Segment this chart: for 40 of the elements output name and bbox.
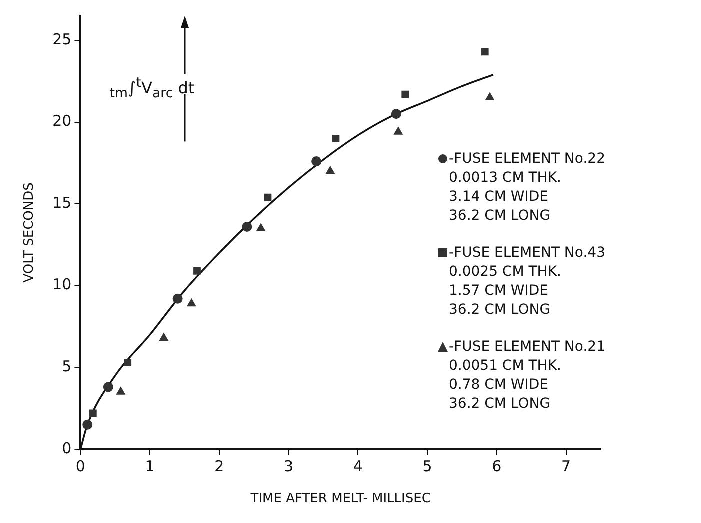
x-tick-label: 2 xyxy=(214,457,224,476)
point xyxy=(312,156,322,167)
point xyxy=(124,359,132,366)
point xyxy=(264,194,272,202)
legend-label: -FUSE ELEMENT No.22 0.0013 CM THK. 3.14 CM WIDE 36.2 CM LONG xyxy=(449,150,606,226)
x-tick-label: 6 xyxy=(492,457,502,476)
point xyxy=(187,298,196,307)
y-tick-label: 25 xyxy=(52,30,72,48)
x-tick-label: 1 xyxy=(145,457,155,476)
x-tick-label: 5 xyxy=(422,457,432,476)
point xyxy=(103,382,114,392)
y-tick-label: 20 xyxy=(52,112,72,130)
point xyxy=(394,127,403,135)
x-axis-title: TIME AFTER MELT- MILLISEC xyxy=(250,492,431,507)
point xyxy=(326,166,335,174)
point xyxy=(172,294,183,304)
point xyxy=(89,410,97,418)
y-tick-label: 10 xyxy=(52,276,72,294)
point xyxy=(82,420,93,430)
y-axis-title: VOLT SECONDS xyxy=(22,182,38,283)
y-tick-label: 5 xyxy=(62,358,72,376)
point xyxy=(332,134,340,142)
point xyxy=(256,224,266,232)
y-tick-label: 0 xyxy=(62,439,72,458)
legend-label: -FUSE ELEMENT No.21 0.0051 CM THK. 0.78 CM WIDE 36.2 CM LONG xyxy=(449,338,606,414)
annotation: $_{tm}$∫$^{t}$V$_{arc}$ dt xyxy=(110,76,195,102)
point xyxy=(160,333,168,341)
point xyxy=(391,109,402,120)
point xyxy=(402,90,410,98)
point xyxy=(242,222,252,232)
y-tick-label: 15 xyxy=(52,194,72,212)
point xyxy=(481,48,489,56)
point xyxy=(194,267,201,275)
point xyxy=(116,387,126,395)
x-tick-label: 7 xyxy=(562,457,572,476)
legend-label: -FUSE ELEMENT No.43 0.0025 CM THK. 1.57 CM WIDE 36.2 CM LONG xyxy=(449,244,606,320)
x-tick-label: 0 xyxy=(76,457,86,476)
point xyxy=(486,92,494,101)
x-tick-label: 4 xyxy=(353,457,363,476)
x-tick-label: 3 xyxy=(284,457,294,476)
